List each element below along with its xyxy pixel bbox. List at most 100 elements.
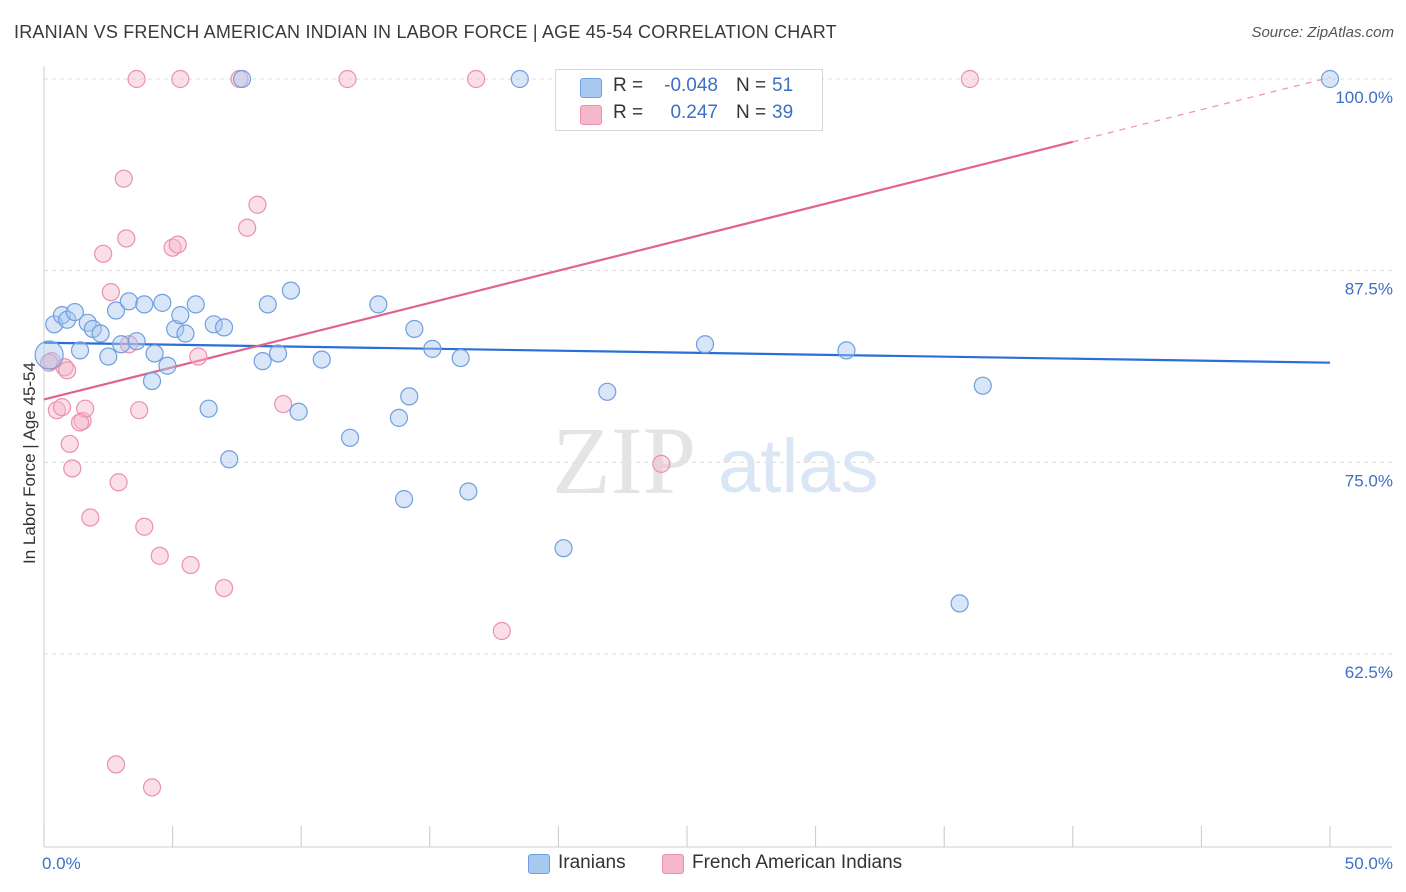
point-iranians (369, 295, 388, 314)
point-iranians (340, 428, 360, 447)
point-iranians (135, 295, 154, 314)
point-iranians (99, 347, 118, 366)
point-french-american-indians (109, 473, 128, 492)
point-iranians (510, 69, 529, 89)
point-iranians (405, 319, 424, 339)
series-swatch-iranians (528, 854, 550, 874)
legend-n-value: 51 (772, 75, 794, 96)
point-iranians (289, 402, 308, 421)
legend-row-french-american-indians: R = 0.247 N = 39 (556, 101, 822, 127)
point-french-american-indians (70, 413, 90, 432)
point-iranians (214, 318, 234, 337)
series-swatch-french-american-indians (662, 854, 684, 874)
point-french-american-indians (127, 69, 146, 89)
point-french-american-indians (40, 353, 59, 372)
point-french-american-indians (94, 244, 113, 263)
point-iranians (176, 324, 195, 343)
point-iranians (232, 69, 252, 89)
legend-r-label: R = (613, 75, 644, 96)
point-french-american-indians (163, 238, 182, 257)
legend-swatch-iranians (580, 78, 602, 98)
point-french-american-indians (101, 283, 120, 302)
point-iranians (145, 344, 164, 363)
trend-line-iranians (43, 341, 1331, 364)
point-iranians (459, 482, 478, 501)
point-iranians (204, 315, 223, 334)
point-iranians (268, 344, 288, 363)
point-iranians (65, 302, 84, 322)
point-french-american-indians (171, 69, 190, 89)
point-french-american-indians (238, 218, 257, 237)
chart-title: IRANIAN VS FRENCH AMERICAN INDIAN IN LAB… (14, 22, 837, 42)
axes (43, 66, 1392, 848)
point-iranians (598, 382, 617, 401)
point-french-american-indians (52, 398, 72, 417)
tick-labels: 100.0% 87.5% 75.0% 62.5% 0.0% 50.0% In Labor F… (20, 88, 1393, 873)
legend-swatch-french-american-indians (580, 105, 602, 125)
point-french-american-indians (960, 69, 980, 89)
point-iranians (158, 356, 177, 375)
trend-lines (43, 76, 1331, 401)
x-tick-label: 50.0% (1345, 854, 1393, 873)
data-points (34, 69, 1340, 797)
point-french-american-indians (135, 517, 154, 536)
point-iranians (153, 293, 172, 312)
y-tick-label: 100.0% (1335, 88, 1393, 107)
y-tick-label: 87.5% (1345, 280, 1393, 299)
legend-r-label: R = (613, 102, 644, 123)
point-iranians (394, 490, 414, 509)
trend-line-french-american-indians (43, 140, 1074, 401)
y-tick-label: 75.0% (1345, 471, 1393, 490)
point-iranians (34, 340, 64, 370)
point-french-american-indians (492, 621, 511, 641)
watermark-atlas: atlas (718, 424, 879, 509)
point-iranians (142, 371, 162, 391)
point-french-american-indians (58, 361, 77, 380)
point-iranians (973, 376, 992, 395)
point-iranians (112, 335, 131, 354)
point-french-american-indians (81, 508, 100, 527)
point-iranians (281, 281, 301, 300)
point-iranians (253, 352, 272, 371)
correlation-legend: R = -0.048 N = 51 R = 0.247 N = 39 (555, 69, 823, 131)
point-iranians (837, 341, 856, 360)
trend-line-extension-french-american-indians (1072, 76, 1331, 143)
point-iranians (127, 332, 146, 351)
point-iranians (106, 301, 126, 320)
point-iranians (186, 295, 205, 314)
legend-n-value: 39 (772, 102, 794, 123)
gridlines (44, 78, 1392, 655)
point-iranians (220, 450, 239, 469)
source-label: Source: ZipAtlas.com (1251, 24, 1394, 41)
point-iranians (695, 335, 715, 354)
point-iranians (91, 324, 110, 343)
point-french-american-indians (117, 229, 136, 248)
y-tick-label: 62.5% (1345, 663, 1393, 682)
legend-r-value: -0.048 (664, 75, 718, 96)
point-french-american-indians (60, 434, 79, 454)
x-tick-label: 0.0% (42, 854, 81, 873)
series-label-iranians: Iranians (558, 852, 626, 873)
point-french-american-indians (274, 394, 293, 414)
point-iranians (451, 348, 470, 368)
legend-n-label: N = (736, 75, 767, 96)
point-iranians (166, 319, 185, 339)
point-french-american-indians (106, 755, 126, 774)
y-axis-label: In Labor Force | Age 45-54 (20, 362, 39, 564)
point-iranians (312, 350, 331, 369)
point-french-american-indians (63, 459, 82, 478)
point-french-american-indians (466, 69, 486, 89)
point-french-american-indians (338, 69, 357, 89)
point-french-american-indians (150, 546, 169, 565)
point-iranians (1320, 69, 1340, 89)
point-french-american-indians (181, 555, 200, 575)
legend-r-value: 0.247 (670, 102, 718, 123)
point-iranians (554, 539, 573, 558)
point-french-american-indians (189, 347, 208, 366)
point-french-american-indians (47, 401, 66, 420)
legend-n-label: N = (736, 102, 767, 123)
legend-row-iranians: R = -0.048 N = 51 (556, 74, 822, 100)
series-label-french-american-indians: French American Indians (692, 852, 903, 873)
point-iranians (400, 387, 419, 406)
